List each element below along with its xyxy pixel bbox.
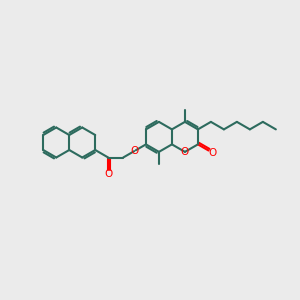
Text: O: O — [130, 146, 138, 156]
Text: O: O — [181, 147, 189, 157]
Text: O: O — [208, 148, 216, 158]
Text: O: O — [104, 169, 112, 179]
